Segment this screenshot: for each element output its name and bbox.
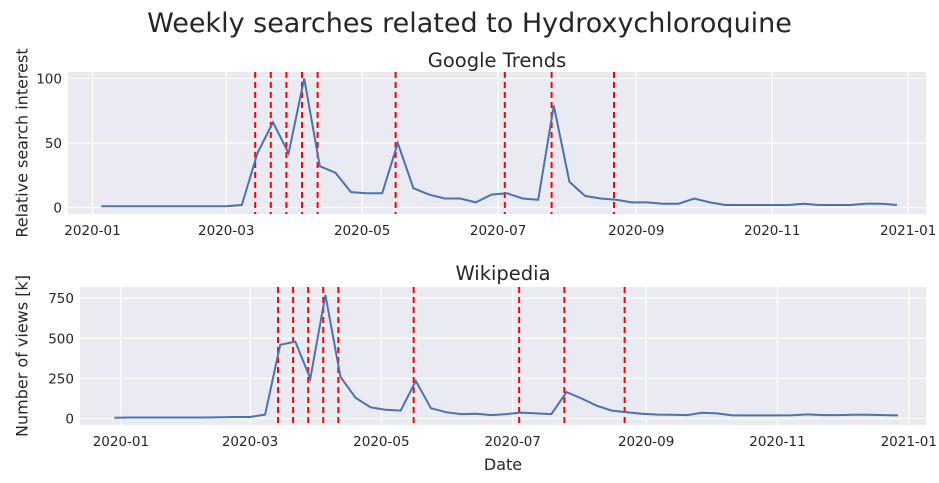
wikipedia-y-tick-labels: 0 250 500 750	[48, 291, 74, 427]
x-tick-label: 2020-07	[470, 223, 526, 239]
wikipedia-x-tick-labels: 2020-01 2020-03 2020-05 2020-07 2020-09 2020-…	[93, 434, 937, 450]
y-tick-label: 100	[36, 71, 62, 87]
x-tick-label: 2020-05	[334, 223, 390, 239]
y-tick-label: 0	[65, 412, 74, 428]
google-trends-series-line	[101, 78, 898, 208]
wikipedia-series-line	[114, 294, 899, 419]
x-tick-label: 2020-09	[618, 434, 674, 450]
x-tick-label: 2020-07	[484, 434, 540, 450]
wikipedia-panel: 2020-01 2020-03 2020-05 2020-07 2020-09 2020-…	[13, 262, 937, 474]
y-tick-label: 250	[48, 371, 74, 387]
google-trends-x-tick-labels: 2020-01 2020-03 2020-05 2020-07 2020-09 2020-…	[64, 223, 936, 239]
y-tick-label: 0	[53, 201, 62, 217]
google-trends-event-lines	[254, 72, 615, 214]
x-tick-label: 2020-01	[64, 223, 120, 239]
wikipedia-plot-area	[80, 287, 926, 425]
wikipedia-y-axis-label: Number of views [k]	[13, 275, 32, 437]
wikipedia-grid	[80, 287, 926, 425]
x-tick-label: 2020-05	[353, 434, 409, 450]
x-tick-label: 2020-11	[744, 223, 800, 239]
google-trends-y-tick-labels: 0 50 100	[36, 71, 62, 216]
x-tick-label: 2020-03	[198, 223, 254, 239]
google-trends-panel: 2020-01 2020-03 2020-05 2020-07 2020-09 2020-…	[13, 48, 937, 239]
x-tick-label: 2020-01	[93, 434, 149, 450]
x-tick-label: 2021-01	[880, 223, 936, 239]
y-tick-label: 500	[48, 331, 74, 347]
x-tick-label: 2020-11	[749, 434, 805, 450]
y-tick-label: 750	[48, 291, 74, 307]
wikipedia-x-axis-label: Date	[484, 455, 522, 474]
google-trends-y-axis-label: Relative search interest	[13, 48, 32, 237]
x-tick-label: 2020-03	[222, 434, 278, 450]
google-trends-grid	[68, 72, 926, 214]
figure-title: Weekly searches related to Hydroxychloro…	[147, 8, 792, 39]
google-trends-title: Google Trends	[428, 49, 567, 72]
wikipedia-title: Wikipedia	[455, 262, 550, 285]
x-tick-label: 2020-09	[608, 223, 664, 239]
y-tick-label: 50	[45, 136, 62, 152]
x-tick-label: 2021-01	[881, 434, 937, 450]
